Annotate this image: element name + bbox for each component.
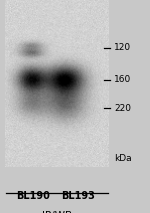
Text: 220: 220 — [114, 104, 131, 113]
Text: BL193: BL193 — [61, 191, 95, 201]
Text: IP/WB: IP/WB — [42, 211, 72, 213]
Text: 160: 160 — [114, 75, 131, 85]
Text: BL190: BL190 — [16, 191, 50, 201]
Text: kDa: kDa — [114, 154, 132, 163]
Text: 120: 120 — [114, 43, 131, 52]
